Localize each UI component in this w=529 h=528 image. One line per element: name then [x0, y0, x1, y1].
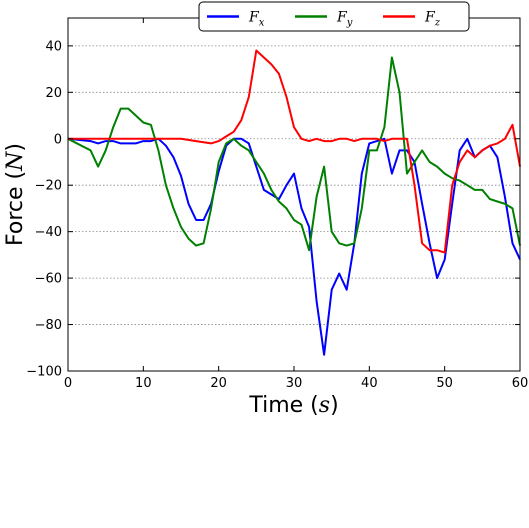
- legend-box: [198, 1, 470, 32]
- series-line-fz: [68, 49, 521, 254]
- x-tick-label: 20: [210, 376, 227, 391]
- x-tick-label: 10: [135, 376, 152, 391]
- legend: Fx Fy Fz: [198, 1, 470, 32]
- plot-frame: [67, 17, 521, 372]
- x-tick-label: 0: [64, 376, 72, 391]
- y-tick-label: 0: [54, 132, 62, 147]
- series-lines: [67, 49, 521, 356]
- y-tick-label: −20: [35, 179, 62, 194]
- x-tick-label: 60: [512, 376, 529, 391]
- x-axis-label: Time (s): [248, 393, 338, 418]
- y-tick-label: −40: [35, 225, 62, 240]
- y-tick-label: −80: [35, 318, 62, 333]
- x-tick-label: 50: [436, 376, 453, 391]
- axis-ticks: −100 −80 −60 −40 −20 0 20 40 0 10 20 30 40 50 60: [26, 18, 528, 391]
- legend-label-fx: Fx: [248, 10, 265, 29]
- y-tick-label: −100: [26, 365, 62, 380]
- y-tick-label: 20: [45, 86, 62, 101]
- x-tick-label: 40: [361, 376, 378, 391]
- series-line-fx: [67, 137, 521, 356]
- y-axis-label: Force (N): [3, 143, 28, 246]
- legend-label-fy: Fy: [336, 10, 353, 29]
- x-tick-label: 30: [286, 376, 303, 391]
- y-tick-label: 40: [45, 39, 62, 54]
- series-line-fy: [67, 56, 521, 252]
- legend-label-fz: Fz: [424, 10, 441, 29]
- y-tick-label: −60: [35, 272, 62, 287]
